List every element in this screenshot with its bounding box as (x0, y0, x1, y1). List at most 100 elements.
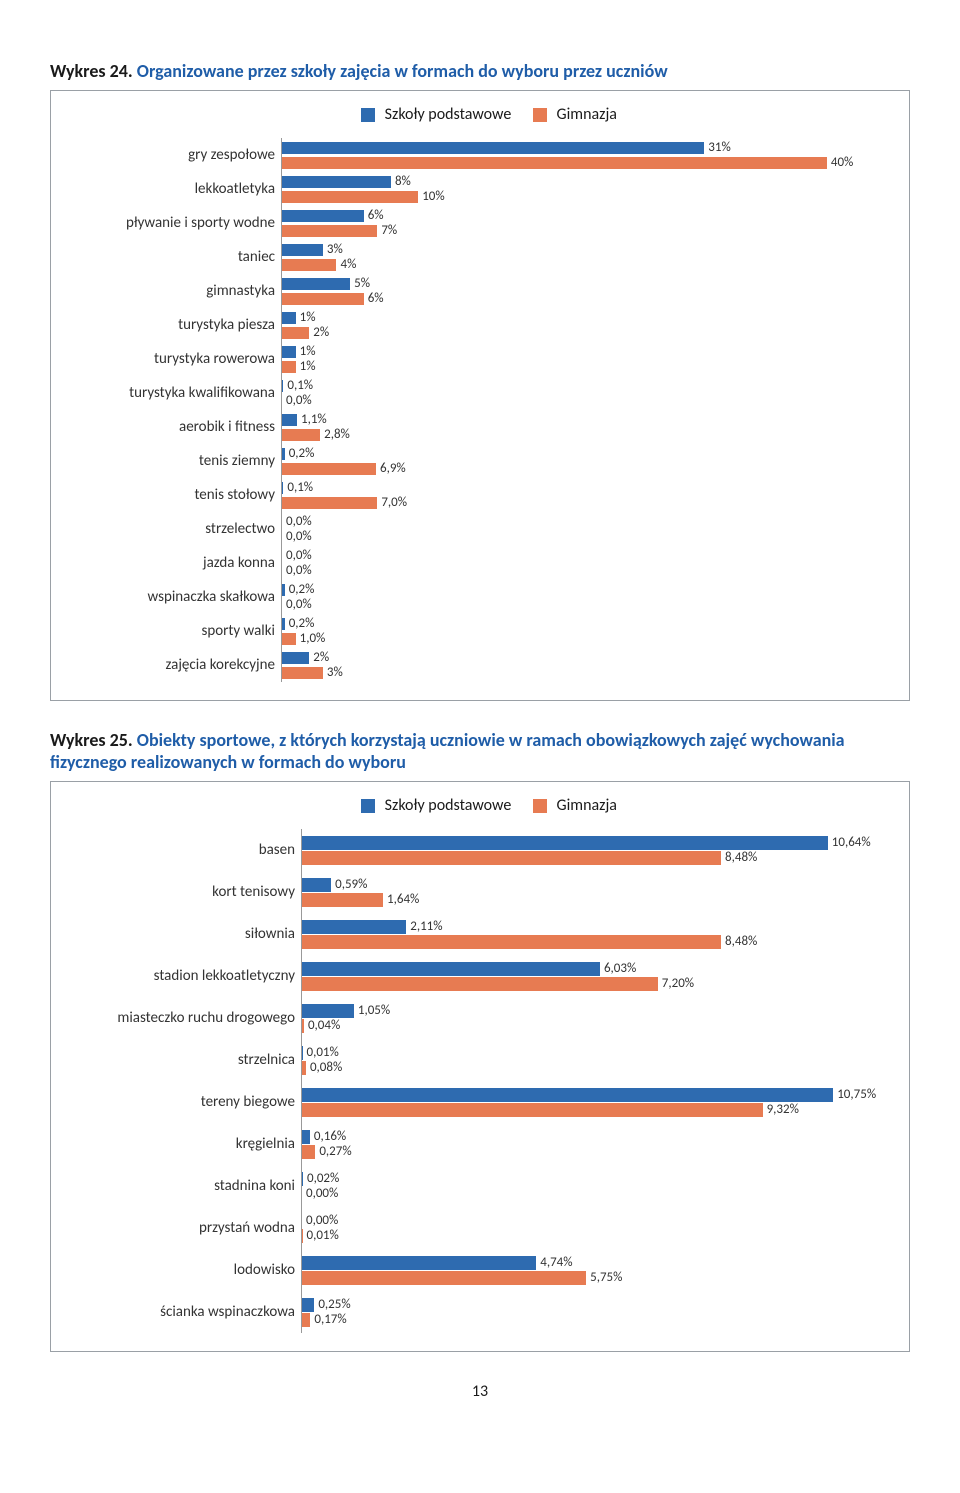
value-label-series1: 0,1% (287, 480, 313, 495)
category-label: sporty walki (65, 614, 275, 648)
value-label-series1: 8% (395, 174, 411, 189)
category-label: gimnastyka (65, 274, 275, 308)
value-label-series1: 0,1% (287, 378, 313, 393)
bar-series2 (282, 225, 377, 237)
bar-series1 (302, 920, 406, 934)
bar-series1 (282, 380, 283, 392)
value-label-series1: 0,2% (289, 616, 315, 631)
value-label-series1: 31% (708, 140, 730, 155)
value-label-series1: 1% (300, 310, 316, 325)
page-number: 13 (50, 1382, 910, 1401)
bar-series2 (302, 851, 721, 865)
value-label-series1: 0,01% (306, 1045, 338, 1060)
bar-series2 (302, 893, 383, 907)
category-label: stadnina koni (65, 1165, 295, 1207)
value-label-series1: 0,25% (318, 1297, 350, 1312)
bar-series1 (282, 482, 283, 494)
category-label: zajęcia korekcyjne (65, 648, 275, 682)
value-label-series1: 0,00% (306, 1213, 338, 1228)
value-label-series2: 0,00% (306, 1186, 338, 1201)
chart25-box: Szkoły podstawowe Gimnazja basenkort ten… (50, 781, 910, 1352)
value-label-series2: 40% (831, 155, 853, 170)
bar-series2 (282, 429, 320, 441)
category-label: strzelectwo (65, 512, 275, 546)
value-label-series2: 10% (422, 189, 444, 204)
category-label: wspinaczka skałkowa (65, 580, 275, 614)
value-label-series1: 10,75% (837, 1087, 876, 1102)
value-label-series2: 0,0% (286, 563, 312, 578)
value-label-series2: 0,0% (286, 597, 312, 612)
chart24-title: Wykres 24. Organizowane przez szkoły zaj… (50, 60, 910, 82)
category-label: ścianka wspinaczkowa (65, 1291, 295, 1333)
legend-swatch-series1 (361, 799, 375, 813)
legend-label-series1: Szkoły podstawowe (385, 796, 512, 815)
bar-series1 (282, 142, 704, 154)
bar-series2 (302, 1019, 304, 1033)
value-label-series2: 1,0% (300, 631, 326, 646)
bar-series2 (302, 1061, 306, 1075)
bar-series2 (282, 497, 377, 509)
value-label-series2: 9,32% (767, 1102, 799, 1117)
chart25-title-text: Obiekty sportowe, z których korzystają u… (50, 729, 845, 773)
category-label: pływanie i sporty wodne (65, 206, 275, 240)
category-label: gry zespołowe (65, 138, 275, 172)
value-label-series1: 6,03% (604, 961, 636, 976)
value-label-series2: 8,48% (725, 934, 757, 949)
chart25-title-prefix: Wykres 25. (50, 729, 137, 751)
bar-series1 (302, 1172, 303, 1186)
category-label: lodowisko (65, 1249, 295, 1291)
bar-series1 (282, 244, 323, 256)
value-label-series1: 5% (354, 276, 370, 291)
bar-series2 (302, 977, 658, 991)
value-label-series1: 2% (313, 650, 329, 665)
value-label-series2: 7,20% (662, 976, 694, 991)
value-label-series2: 0,04% (308, 1018, 340, 1033)
chart24-legend: Szkoły podstawowe Gimnazja (65, 105, 895, 124)
category-label: miasteczko ruchu drogowego (65, 997, 295, 1039)
value-label-series2: 3% (327, 665, 343, 680)
bar-series2 (302, 1271, 586, 1285)
bar-series2 (282, 633, 296, 645)
category-label: tenis ziemny (65, 444, 275, 478)
bar-series1 (302, 1256, 536, 1270)
value-label-series1: 3% (327, 242, 343, 257)
legend-label-series1: Szkoły podstawowe (385, 105, 512, 124)
bar-series2 (282, 463, 376, 475)
bar-series2 (302, 1103, 763, 1117)
bar-series1 (282, 448, 285, 460)
value-label-series2: 1,64% (387, 892, 419, 907)
value-label-series2: 0,17% (314, 1312, 346, 1327)
value-label-series1: 1,1% (301, 412, 327, 427)
category-label: turystyka rowerowa (65, 342, 275, 376)
category-label: taniec (65, 240, 275, 274)
chart25-body: basenkort tenisowysiłowniastadion lekkoa… (65, 829, 895, 1333)
bar-series2 (282, 191, 418, 203)
value-label-series1: 0,0% (286, 548, 312, 563)
bar-series1 (302, 1298, 314, 1312)
value-label-series2: 0,01% (306, 1228, 338, 1243)
value-label-series2: 0,0% (286, 529, 312, 544)
bar-series2 (302, 1313, 310, 1327)
value-label-series2: 8,48% (725, 850, 757, 865)
bar-series1 (282, 414, 297, 426)
bar-series1 (302, 1004, 354, 1018)
legend-swatch-series2 (533, 108, 547, 122)
bar-series1 (302, 878, 331, 892)
value-label-series1: 0,02% (307, 1171, 339, 1186)
value-label-series1: 1% (300, 344, 316, 359)
value-label-series1: 10,64% (832, 835, 871, 850)
bar-series1 (282, 278, 350, 290)
bar-series1 (302, 836, 828, 850)
value-label-series2: 4% (340, 257, 356, 272)
category-label: przystań wodna (65, 1207, 295, 1249)
category-label: siłownia (65, 913, 295, 955)
bar-series2 (282, 259, 336, 271)
category-label: kręgielnia (65, 1123, 295, 1165)
bar-series2 (282, 361, 296, 373)
bar-series1 (282, 210, 364, 222)
legend-label-series2: Gimnazja (557, 105, 617, 124)
category-label: turystyka piesza (65, 308, 275, 342)
bar-series2 (302, 935, 721, 949)
value-label-series2: 2,8% (324, 427, 350, 442)
value-label-series1: 1,05% (358, 1003, 390, 1018)
